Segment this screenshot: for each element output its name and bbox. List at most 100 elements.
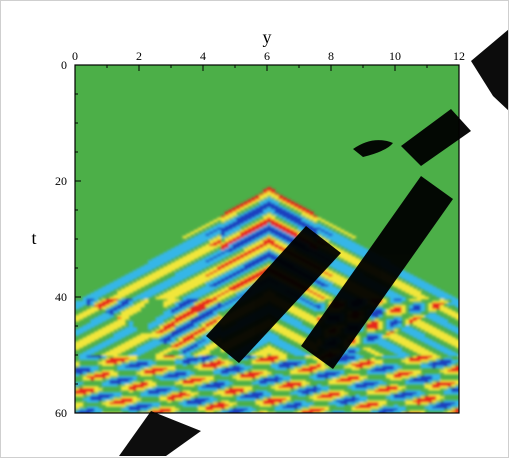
heatmap-cell [174, 388, 180, 391]
heatmap-cell [155, 386, 161, 389]
heatmap-cell [182, 298, 187, 302]
heatmap-cell [243, 375, 249, 379]
heatmap-cell [324, 394, 330, 397]
heatmap-cell [197, 266, 203, 269]
heatmap-cell [163, 260, 168, 263]
heatmap-cell [282, 377, 287, 381]
heatmap-cell [363, 398, 368, 401]
heatmap-cell [171, 264, 176, 267]
heatmap-cell [393, 394, 399, 397]
heatmap-cell [443, 363, 449, 367]
heatmap-cell [121, 314, 126, 318]
heatmap-cell [243, 377, 249, 381]
heatmap-cell [201, 235, 207, 239]
heatmap-cell [82, 355, 88, 359]
heatmap-cell [217, 217, 222, 221]
heatmap-cell [240, 245, 245, 249]
heatmap-cell [355, 329, 360, 332]
heatmap-cell [401, 355, 406, 359]
heatmap-cell [178, 270, 184, 273]
heatmap-cell [282, 388, 287, 391]
heatmap-cell [163, 357, 168, 361]
heatmap-cell [94, 294, 99, 298]
heatmap-cell [194, 290, 199, 294]
heatmap-cell [259, 205, 264, 208]
heatmap-cell [113, 296, 118, 300]
heatmap-cell [293, 245, 299, 249]
heatmap-cell [197, 288, 203, 292]
heatmap-cell [209, 381, 214, 385]
heatmap-cell [412, 323, 418, 326]
heatmap-cell [128, 323, 134, 326]
heatmap-cell [144, 345, 149, 349]
heatmap-cell [428, 377, 433, 381]
heatmap-cell [363, 256, 368, 259]
heatmap-cell [171, 280, 176, 284]
heatmap-cell [101, 286, 107, 290]
heatmap-cell [167, 256, 172, 259]
heatmap-cell [290, 369, 295, 373]
heatmap-cell [459, 390, 463, 393]
heatmap-cell [167, 329, 172, 332]
heatmap-cell [113, 381, 118, 385]
heatmap-cell [186, 377, 191, 381]
heatmap-cell [267, 325, 272, 328]
heatmap-cell [374, 302, 379, 306]
heatmap-cell [270, 207, 276, 211]
heatmap-cell [412, 298, 418, 302]
heatmap-cell [132, 367, 138, 371]
heatmap-cell [190, 264, 195, 267]
heatmap-cell [336, 282, 341, 286]
heatmap-cell [282, 357, 287, 361]
heatmap-cell [201, 247, 207, 251]
heatmap-cell [347, 343, 353, 347]
heatmap-cell [305, 381, 310, 385]
heatmap-cell [328, 369, 333, 373]
heatmap-cell [313, 390, 318, 393]
heatmap-cell [247, 294, 253, 298]
heatmap-cell [75, 388, 80, 391]
heatmap-cell [251, 239, 257, 243]
heatmap-cell [459, 319, 463, 322]
heatmap-cell [347, 260, 353, 263]
heatmap-cell [328, 278, 333, 282]
heatmap-cell [178, 369, 184, 373]
heatmap-cell [178, 331, 184, 334]
heatmap-cell [267, 375, 272, 379]
heatmap-cell [255, 264, 260, 267]
heatmap-cell [105, 308, 111, 312]
heatmap-cell [386, 335, 391, 338]
heatmap-cell [167, 310, 172, 314]
heatmap-cell [136, 349, 141, 353]
heatmap-cell [435, 335, 441, 338]
heatmap-cell [355, 384, 360, 387]
heatmap-cell [98, 398, 103, 401]
heatmap-cell [182, 361, 187, 365]
heatmap-cell [109, 296, 114, 300]
heatmap-cell [420, 359, 426, 363]
heatmap-cell [182, 392, 187, 395]
heatmap-cell [297, 223, 303, 227]
heatmap-cell [382, 371, 387, 375]
heatmap-cell [82, 392, 88, 395]
heatmap-cell [167, 250, 172, 253]
heatmap-cell [190, 282, 195, 286]
heatmap-cell [409, 396, 414, 399]
heatmap-cell [113, 308, 118, 312]
heatmap-cell [247, 373, 253, 377]
heatmap-cell [447, 312, 452, 316]
heatmap-cell [167, 302, 172, 306]
heatmap-cell [412, 369, 418, 373]
heatmap-cell [194, 278, 199, 282]
heatmap-cell [240, 357, 245, 361]
heatmap-cell [432, 394, 437, 397]
heatmap-cell [366, 314, 372, 318]
heatmap-cell [124, 274, 130, 278]
heatmap-cell [267, 245, 272, 249]
heatmap-cell [324, 392, 330, 395]
heatmap-cell [424, 398, 429, 401]
heatmap-cell [167, 268, 172, 271]
heatmap-cell [171, 321, 176, 324]
heatmap-cell [182, 381, 187, 385]
heatmap-cell [136, 386, 141, 389]
